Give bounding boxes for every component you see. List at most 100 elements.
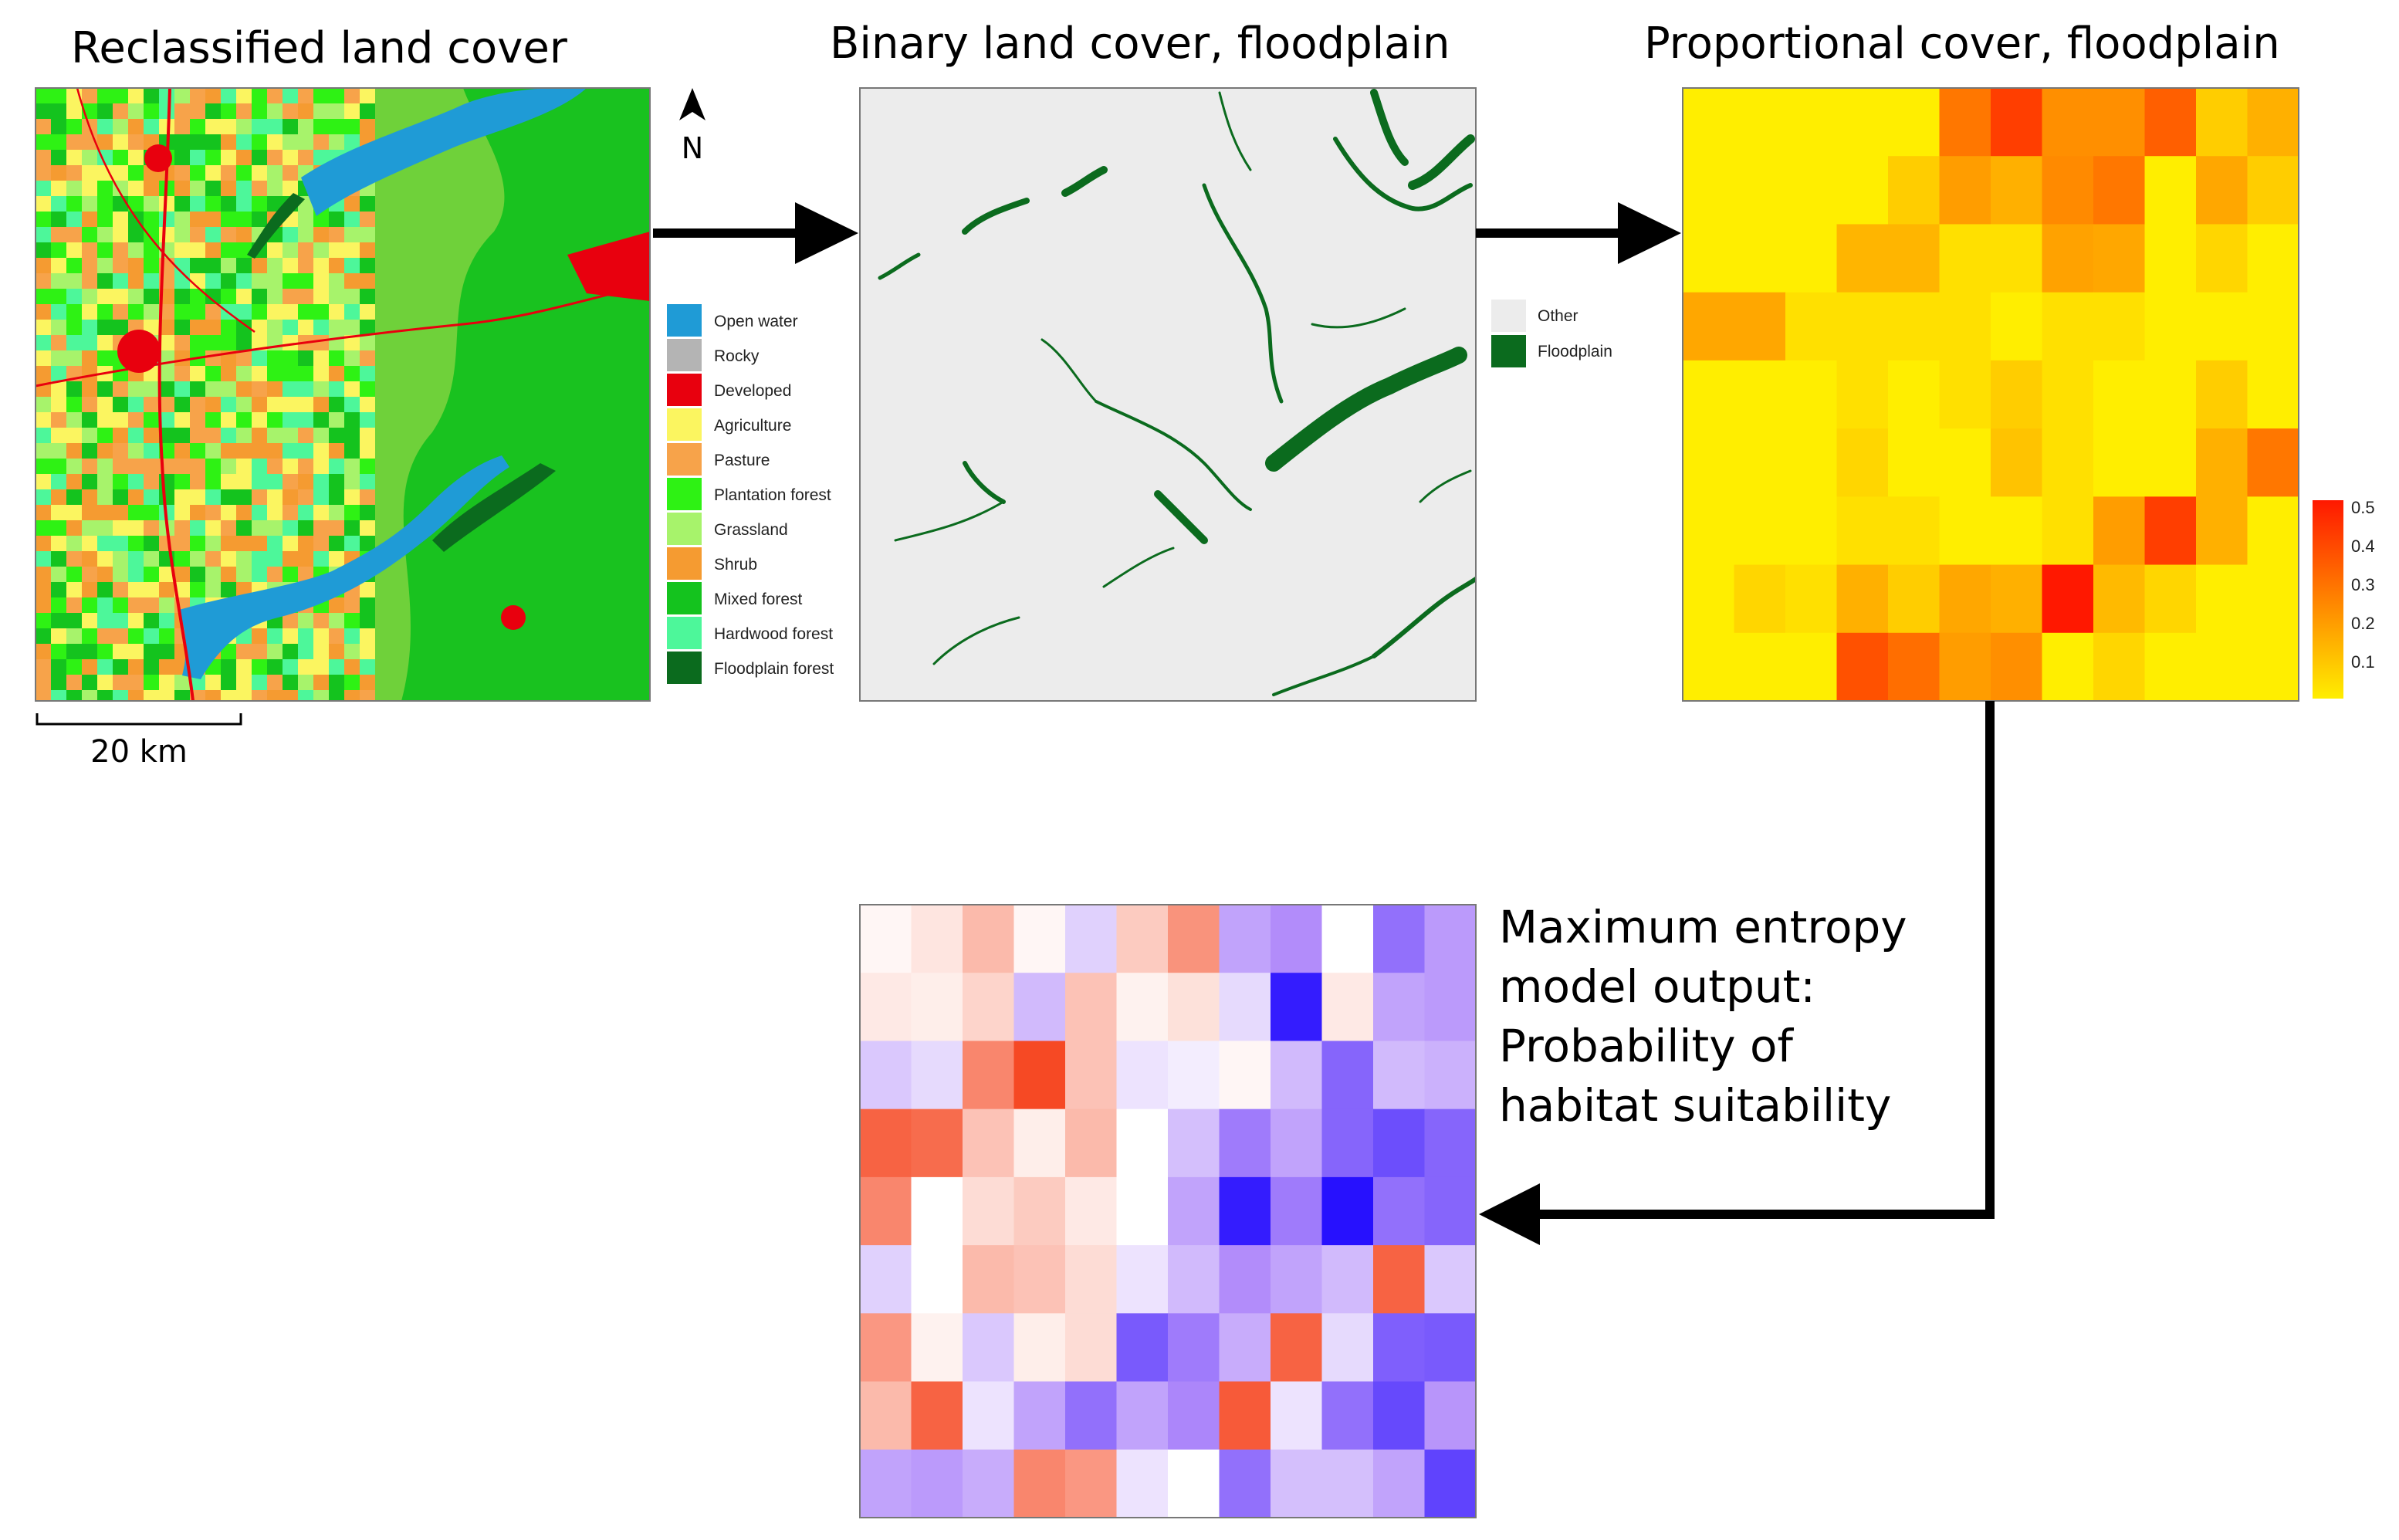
- grid-cell: [2144, 428, 2197, 497]
- grid-cell: [1116, 1381, 1169, 1450]
- grid-cell: [1373, 1108, 1425, 1178]
- grid-cell: [1991, 88, 2042, 157]
- legend-label: Plantation forest: [714, 486, 831, 504]
- grid-cell: [2093, 632, 2145, 702]
- grid-cell: [1991, 564, 2042, 634]
- legend-swatch: [667, 443, 702, 476]
- grid-cell: [1013, 973, 1066, 1041]
- grid-cell: [1065, 1449, 1117, 1518]
- grid-cell: [1013, 1449, 1066, 1518]
- grid-cell: [1065, 1176, 1117, 1246]
- land-cover-map: [36, 88, 650, 701]
- legend-swatch: [667, 547, 702, 580]
- proportional-title: Proportional cover, floodplain: [1644, 19, 2280, 69]
- proportional-colorbar: 0.5 0.4 0.3 0.2 0.1: [2313, 498, 2375, 699]
- legend-item: Floodplain forest: [667, 652, 834, 684]
- grid-cell: [1939, 564, 1991, 634]
- grid-cell: [1836, 292, 1889, 361]
- grid-cell: [1013, 1176, 1066, 1246]
- grid-cell: [1271, 1381, 1322, 1450]
- grid-cell: [1271, 1176, 1322, 1246]
- grid-cell: [1836, 496, 1889, 566]
- legend-label: Mixed forest: [714, 591, 803, 608]
- arrow-proportional-to-maxent: [1479, 701, 1995, 1245]
- grid-cell: [1734, 88, 1786, 157]
- grid-cell: [2093, 360, 2145, 429]
- legend-label: Hardwood forest: [714, 625, 833, 643]
- grid-cell: [860, 973, 912, 1041]
- grid-cell: [1424, 1108, 1477, 1178]
- grid-cell: [1116, 905, 1169, 973]
- grid-cell: [2247, 156, 2299, 225]
- binary-title: Binary land cover, floodplain: [830, 19, 1450, 69]
- legend-label: Grassland: [714, 521, 788, 539]
- grid-cell: [2093, 88, 2145, 157]
- grid-cell: [1683, 632, 1734, 702]
- legend-swatch: [667, 374, 702, 406]
- grid-cell: [1939, 360, 1991, 429]
- grid-cell: [1836, 564, 1889, 634]
- grid-cell: [1683, 360, 1734, 429]
- maxent-description: Maximum entropy model output: Probabilit…: [1499, 898, 1907, 1136]
- grid-cell: [1321, 1176, 1374, 1246]
- grid-cell: [1321, 1449, 1374, 1518]
- grid-cell: [1683, 292, 1734, 361]
- legend-item: Pasture: [667, 443, 770, 476]
- arrow-binary-to-proportional: [1476, 202, 1681, 264]
- grid-cell: [1785, 88, 1837, 157]
- grid-cell: [1373, 1313, 1425, 1383]
- grid-cell: [2042, 360, 2094, 429]
- colorbar-tick-label: 0.5: [2351, 498, 2375, 517]
- grid-cell: [1013, 1381, 1066, 1450]
- grid-cell: [2093, 496, 2145, 566]
- grid-cell: [1116, 1108, 1169, 1178]
- grid-cell: [860, 1176, 912, 1246]
- grid-cell: [963, 1176, 1014, 1246]
- grid-cell: [1168, 973, 1220, 1041]
- grid-cell: [1836, 156, 1889, 225]
- grid-cell: [1683, 156, 1734, 225]
- grid-cell: [1785, 564, 1837, 634]
- grid-cell: [1734, 428, 1786, 497]
- grid-cell: [1424, 1313, 1477, 1383]
- grid-cell: [1888, 292, 1940, 361]
- grid-cell: [911, 1449, 963, 1518]
- grid-cell: [2093, 292, 2145, 361]
- grid-cell: [860, 1041, 912, 1110]
- grid-cell: [2196, 360, 2248, 429]
- grid-cell: [2247, 564, 2299, 634]
- grid-cell: [1991, 632, 2042, 702]
- legend-item: Open water: [667, 304, 798, 337]
- grid-cell: [2196, 564, 2248, 634]
- legend-item: Grassland: [667, 513, 788, 545]
- grid-cell: [963, 1108, 1014, 1178]
- legend-item: Shrub: [667, 547, 757, 580]
- grid-cell: [1373, 1041, 1425, 1110]
- grid-cell: [1734, 496, 1786, 566]
- grid-cell: [1991, 224, 2042, 293]
- grid-cell: [911, 1176, 963, 1246]
- colorbar-tick-label: 0.1: [2351, 652, 2375, 672]
- grid-cell: [1734, 156, 1786, 225]
- grid-cell: [1683, 496, 1734, 566]
- grid-cell: [2144, 156, 2197, 225]
- legend-label: Agriculture: [714, 417, 791, 435]
- scale-label: 20 km: [90, 734, 188, 770]
- grid-cell: [2093, 156, 2145, 225]
- legend-label: Other: [1538, 307, 1578, 325]
- legend-item: Other: [1491, 300, 1578, 332]
- grid-cell: [1065, 1381, 1117, 1450]
- grid-cell: [1888, 632, 1940, 702]
- grid-cell: [1219, 905, 1271, 973]
- grid-cell: [2042, 428, 2094, 497]
- grid-cell: [2196, 428, 2248, 497]
- grid-cell: [2196, 496, 2248, 566]
- grid-cell: [1065, 1041, 1117, 1110]
- grid-cell: [2042, 496, 2094, 566]
- legend-label: Pasture: [714, 452, 770, 469]
- grid-cell: [1734, 360, 1786, 429]
- grid-cell: [1939, 224, 1991, 293]
- grid-cell: [2144, 496, 2197, 566]
- grid-cell: [2247, 632, 2299, 702]
- grid-cell: [1424, 973, 1477, 1041]
